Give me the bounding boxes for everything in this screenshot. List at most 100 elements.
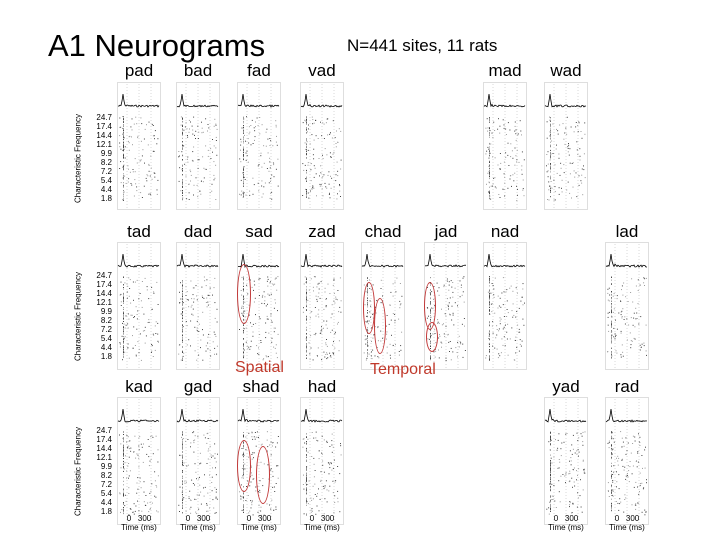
raster-dot [498,305,500,307]
raster-dot [337,290,339,291]
raster-dot [127,447,129,449]
raster-dot [312,185,314,187]
raster-dot [182,311,183,312]
raster-dot [123,466,124,468]
raster-dot [182,132,183,134]
raster-dot [514,121,516,123]
raster-dot [119,168,121,169]
raster-dot [629,461,631,462]
raster-dot [123,139,124,141]
raster-dot [433,286,435,287]
raster-dot [332,352,333,354]
raster-dot [452,351,454,353]
raster-dot [569,162,571,164]
raster-dot [182,198,183,200]
raster-dot [302,195,304,196]
raster-dot [242,172,243,174]
raster-dot [187,464,189,466]
raster-dot [320,184,322,186]
raster-dot [200,491,202,493]
raster-dot [311,508,313,510]
raster-dot [487,146,489,148]
raster-dot [616,457,617,459]
raster-dot [215,199,217,200]
raster-dot [123,296,124,298]
raster-dot [430,356,431,358]
raster-dot [339,306,341,308]
raster-dot [317,440,319,442]
raster-dot [202,156,204,158]
average-trace [605,253,647,268]
raster-dot [489,155,490,157]
raster-dot [247,138,249,140]
raster-dot [430,352,431,354]
raster-dot [439,335,441,337]
raster-dot [322,122,324,124]
raster-dot [259,278,261,280]
raster-dot [558,491,560,493]
raster-dot [182,486,183,488]
raster-dot [636,312,638,314]
raster-dot [253,280,255,282]
raster-dot [258,278,260,280]
raster-dot [248,346,250,348]
raster-dot [550,129,551,131]
raster-dot [214,333,216,335]
raster-dot [193,440,195,442]
raster-dot [243,344,244,345]
raster-dot [489,344,490,346]
raster-dot [620,314,622,316]
raster-dot [243,192,244,194]
raster-dot [196,329,198,331]
raster-dot [275,302,276,304]
raster-dot [569,504,571,506]
raster-dot [583,169,585,171]
raster-dot [269,469,271,471]
raster-dot [207,149,209,151]
raster-dot [130,126,132,128]
raster-dot [193,116,195,118]
raster-dot [243,176,244,178]
raster-dot [489,359,490,361]
raster-dot [143,491,145,493]
raster-dot [275,508,277,510]
raster-dot [243,331,244,332]
raster-dot [444,313,446,315]
raster-dot [182,159,183,161]
raster-dot [143,185,145,187]
raster-dot [452,291,454,293]
raster-dot [322,154,323,156]
raster-dot [621,344,623,346]
raster-dot [637,290,639,291]
raster-dot [309,358,311,360]
raster-dot [318,510,320,512]
raster-dot [187,158,188,160]
raster-dot [148,298,150,300]
raster-dot [203,167,205,169]
raster-dot [639,485,641,487]
neurogram-panel-gad [176,397,220,525]
raster-dot [622,465,624,467]
raster-dot [608,287,610,289]
raster-dot [251,502,253,504]
raster-dot [555,148,557,150]
raster-dot [128,477,129,479]
raster-dot [611,492,612,494]
raster-dot [123,121,124,123]
raster-dot [191,313,193,315]
raster-dot [270,293,272,295]
raster-dot [306,288,307,290]
raster-dot [123,337,125,339]
raster-dot [260,514,262,516]
raster-dot [372,284,374,286]
raster-dot [549,185,551,187]
raster-dot [306,131,308,133]
raster-dot [249,131,251,133]
raster-dot [556,449,558,451]
raster-dot [310,509,312,511]
raster-dot [338,311,340,313]
raster-dot [197,159,199,161]
raster-dot [209,192,211,194]
raster-dot [608,496,610,497]
raster-dot [313,165,315,167]
